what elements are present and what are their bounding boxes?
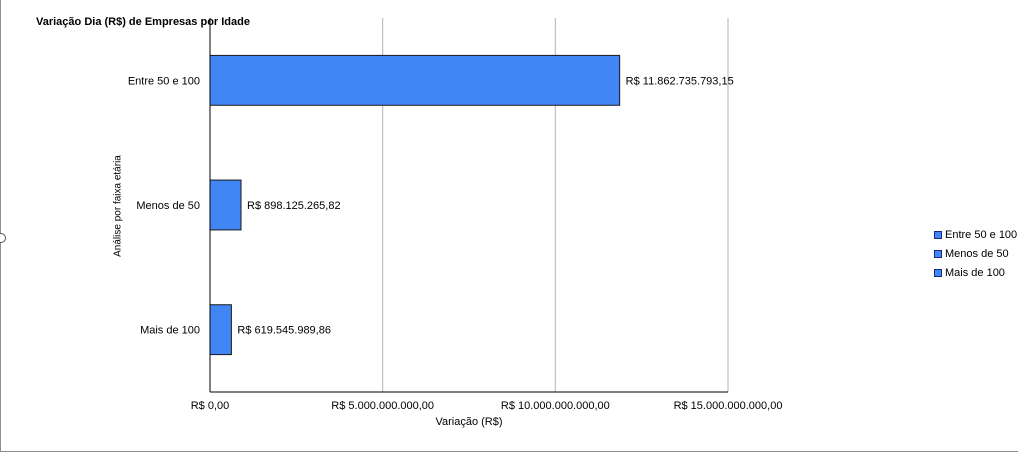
legend-label: Mais de 100 [945, 266, 1005, 279]
y-tick-label: Mais de 100 [140, 325, 200, 337]
y-tick-label: Menos de 50 [136, 200, 200, 212]
legend: Entre 50 e 100 Menos de 50 Mais de 100 [934, 225, 1017, 282]
labels: R$ 0,00 R$ 5.000.000.000,00 R$ 10.000.000.… [128, 75, 783, 412]
legend-label: Entre 50 e 100 [945, 228, 1018, 241]
axes [209, 18, 728, 393]
legend-item: Entre 50 e 100 [934, 225, 1017, 244]
bar [209, 54, 621, 106]
data-label: R$ 619.545.989,86 [237, 325, 331, 337]
y-tick-label: Entre 50 e 100 [128, 75, 200, 87]
bar [209, 179, 242, 231]
x-axis-label: Variação (R$) [435, 416, 503, 428]
bars [209, 54, 621, 356]
legend-swatch-icon [934, 230, 942, 239]
data-label: R$ 11.862.735.793,15 [626, 75, 734, 87]
y-axis-label: Análise por faixa etária [112, 155, 124, 257]
data-label: R$ 898.125.265,82 [247, 200, 341, 212]
chart-title: Variação Dia (R$) de Empresas por Idade [36, 16, 250, 28]
x-tick-label: R$ 10.000.000.000,00 [501, 400, 610, 412]
legend-label: Menos de 50 [945, 247, 1009, 260]
x-tick-label: R$ 5.000.000.000,00 [331, 400, 434, 412]
x-tick-label: R$ 0,00 [191, 400, 230, 412]
legend-swatch-icon [934, 249, 942, 258]
legend-item: Menos de 50 [934, 244, 1017, 263]
bar [209, 304, 232, 356]
legend-item: Mais de 100 [934, 263, 1017, 282]
resize-handle[interactable] [0, 233, 6, 243]
x-tick-label: R$ 15.000.000.000,00 [674, 400, 783, 412]
legend-swatch-icon [934, 268, 942, 277]
